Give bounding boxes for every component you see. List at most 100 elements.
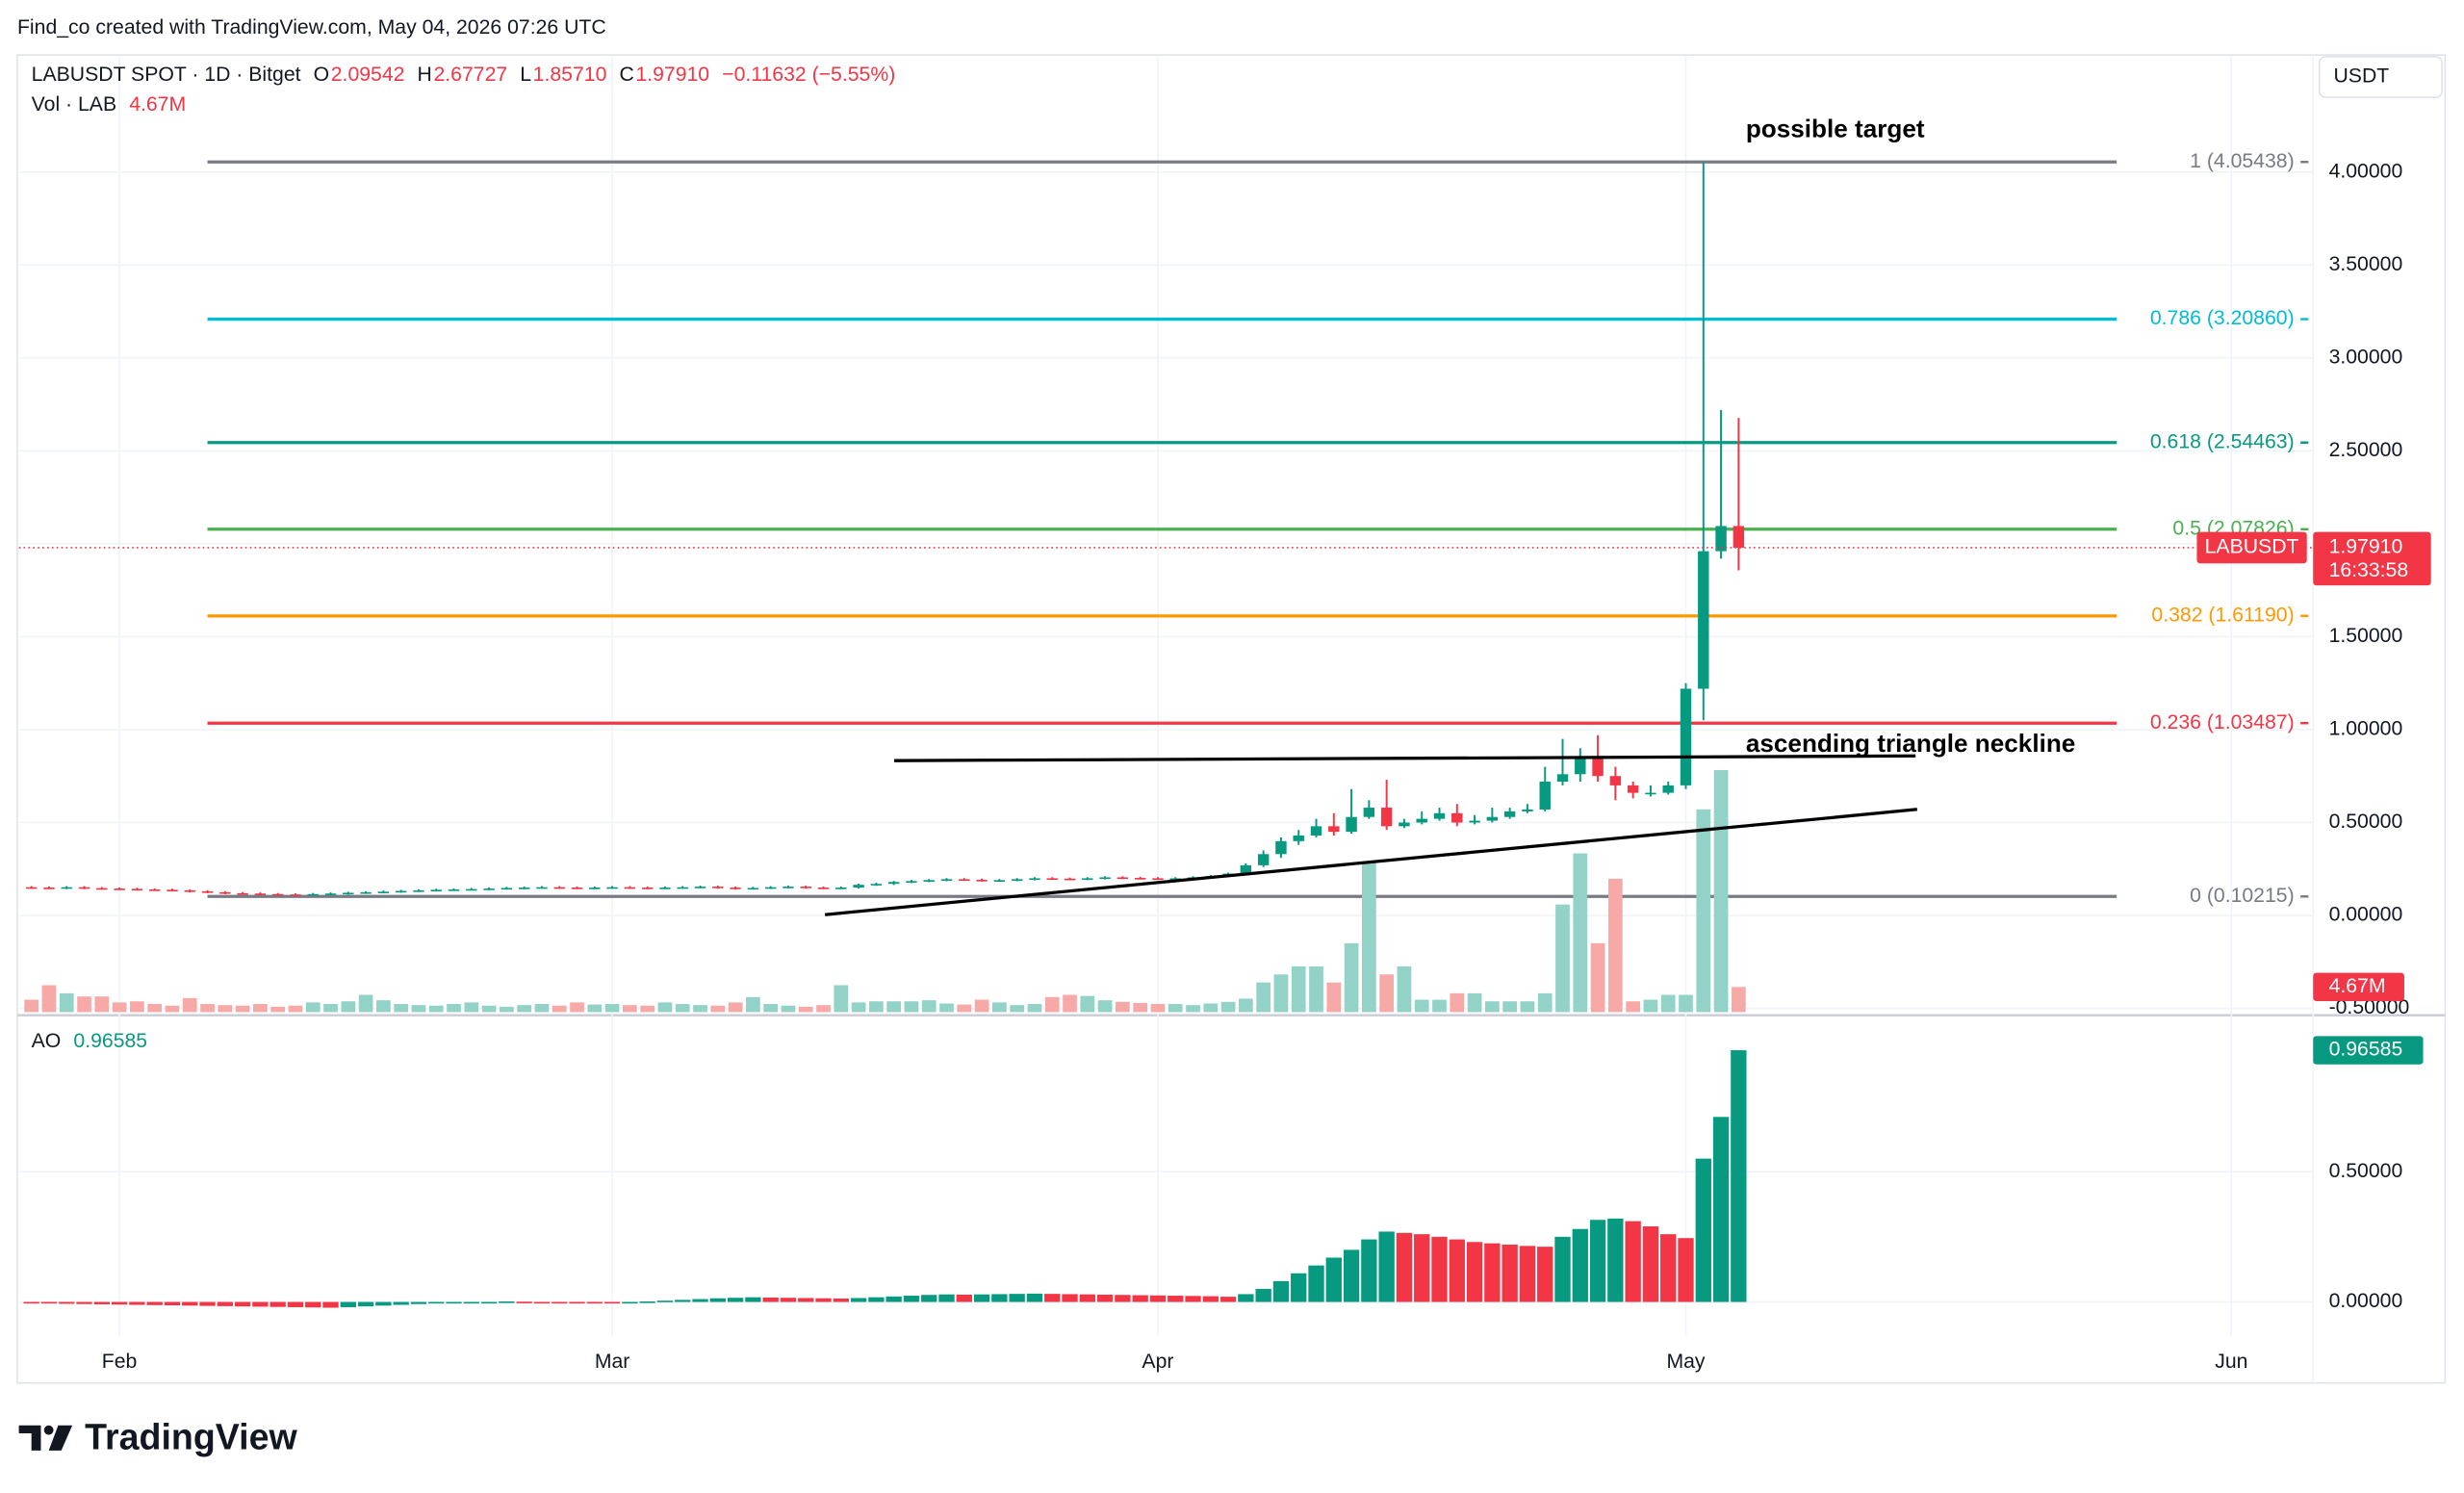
ao-bar [252, 1301, 269, 1307]
legend-value[interactable]: 1.85710 [533, 64, 607, 86]
volume-legend-name[interactable]: Vol · LAB [32, 93, 116, 116]
candle-body [1662, 785, 1674, 793]
unit-box[interactable] [2318, 55, 2443, 99]
price-pane [24, 160, 2118, 1013]
candle-body [1328, 826, 1340, 833]
ao-bar [1695, 1158, 1711, 1302]
ao-bar [675, 1300, 691, 1302]
candle-body [959, 879, 970, 882]
ao-bar [1026, 1293, 1043, 1302]
ao-bar [446, 1301, 462, 1304]
ao-bar [973, 1294, 990, 1302]
volume-bar [1502, 1001, 1517, 1013]
symbol-tag-label: LABUSDT [2205, 536, 2299, 558]
ao-bar [622, 1301, 638, 1304]
ao-bar [1325, 1257, 1342, 1302]
volume-bar [746, 996, 760, 1013]
volume-bar [640, 1005, 655, 1013]
ao-bar [656, 1300, 674, 1302]
volume-bar [270, 1006, 286, 1013]
candle-body [817, 888, 830, 889]
ao-tick-label: 0.50000 [2329, 1160, 2403, 1182]
candle-body [606, 887, 618, 889]
candle-body [448, 888, 460, 891]
volume-bar [1379, 974, 1394, 1013]
x-tick-label: Apr [1142, 1351, 1173, 1373]
candle-body [324, 893, 337, 895]
ao-bar [1572, 1228, 1588, 1302]
ao-bar [815, 1298, 832, 1302]
legend-key[interactable]: O [314, 64, 330, 86]
candle-body [131, 888, 143, 891]
volume-bar [447, 1004, 461, 1013]
ao-bar [762, 1297, 779, 1302]
volume-bar [323, 1004, 338, 1013]
ao-bar [886, 1296, 902, 1302]
y-tick-label: 1.00000 [2329, 718, 2403, 740]
volume-bar [1186, 1005, 1200, 1013]
ao-bar [1554, 1236, 1571, 1302]
candle-body [1592, 757, 1604, 777]
volume-bar [1027, 1004, 1042, 1013]
volume-legend-value[interactable]: 4.67M [129, 93, 186, 116]
candle-body [483, 888, 495, 890]
volume-bar [1097, 1000, 1113, 1013]
ao-bar [1449, 1239, 1465, 1302]
volume-bar [59, 992, 74, 1013]
legend-key[interactable]: L [520, 64, 531, 86]
annotation: possible target [1746, 114, 1925, 142]
support-trendline [824, 808, 1917, 916]
legend-key[interactable]: C [619, 64, 633, 86]
candle-body [1539, 782, 1551, 810]
volume-bar [1220, 1001, 1236, 1013]
ao-bar [199, 1301, 216, 1306]
candle-body [1503, 811, 1516, 817]
ao-bar [1343, 1249, 1360, 1302]
legend-value[interactable]: 2.09542 [331, 64, 405, 86]
ao-bar [1678, 1238, 1694, 1302]
volume-bar [710, 1005, 726, 1013]
candle-body [1134, 878, 1146, 880]
volume-bar [147, 1004, 163, 1013]
chart-frame [16, 54, 2447, 1384]
candle-body [553, 887, 565, 889]
ao-bar [1149, 1295, 1167, 1302]
ao-bar [1308, 1265, 1324, 1302]
volume-bar [464, 1002, 479, 1013]
legend-symbol[interactable]: LABUSDT SPOT · 1D · Bitget [32, 64, 301, 86]
ao-bar [1502, 1244, 1518, 1302]
countdown: 16:33:58 [2329, 559, 2409, 581]
candle-body [148, 888, 161, 891]
volume-bar [657, 1002, 673, 1013]
ao-bar [1132, 1295, 1148, 1302]
ao-legend-value[interactable]: 0.96585 [73, 1030, 147, 1052]
candle-body [201, 890, 214, 893]
volume-bar [376, 1000, 391, 1013]
candle-body [589, 888, 601, 889]
legend-value[interactable]: 1.97910 [635, 64, 709, 86]
legend-change[interactable]: −0.11632 (−5.55%) [722, 64, 895, 86]
brand[interactable]: TradingView [85, 1416, 297, 1456]
ao-bar [340, 1301, 356, 1307]
ao-bar [1272, 1280, 1290, 1302]
volume-bar [1713, 769, 1729, 1013]
candle-body [1627, 785, 1639, 793]
unit-label[interactable]: USDT [2333, 65, 2389, 88]
legend-key[interactable]: H [418, 64, 432, 86]
volume-bar [623, 1005, 637, 1013]
volume-bar [218, 1005, 233, 1013]
ao-legend-name[interactable]: AO [32, 1030, 62, 1052]
candle-body [184, 889, 195, 892]
volume-bar [1608, 878, 1623, 1013]
candle-body [219, 891, 231, 894]
candle-body [271, 893, 284, 896]
ao-bar [938, 1294, 955, 1302]
symbol-tag [2196, 531, 2307, 564]
candle-body [1486, 816, 1499, 821]
legend-value[interactable]: 2.67727 [433, 64, 507, 86]
ao-bar [164, 1301, 181, 1306]
ao-bar [93, 1301, 110, 1304]
candle-body [1380, 808, 1393, 827]
